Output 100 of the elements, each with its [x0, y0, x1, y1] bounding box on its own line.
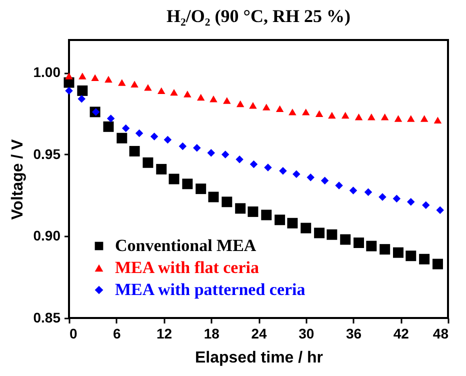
point: [122, 124, 130, 132]
point: [420, 115, 428, 122]
point: [326, 229, 338, 240]
point: [170, 88, 178, 96]
point: [335, 182, 343, 190]
point: [292, 170, 300, 178]
x-tick-label: 30: [298, 326, 314, 342]
y-tick-label: 0.90: [33, 228, 61, 244]
point: [340, 234, 351, 245]
y-axis-title: Voltage / V: [9, 138, 26, 220]
point: [287, 218, 298, 228]
point: [182, 178, 193, 190]
point: [91, 74, 99, 81]
point: [436, 206, 444, 214]
point: [314, 228, 325, 238]
point: [103, 121, 114, 132]
y-tick-label: 0.85: [33, 310, 61, 326]
point: [65, 86, 73, 95]
point: [184, 90, 192, 98]
point: [208, 192, 219, 202]
point: [315, 110, 324, 117]
point: [156, 164, 167, 174]
legend-label: MEA with patterned ceria: [115, 280, 306, 299]
point: [354, 114, 363, 120]
x-tick-label: 6: [112, 326, 121, 342]
point: [235, 203, 246, 214]
point: [364, 188, 372, 196]
point: [407, 115, 415, 122]
point: [142, 157, 154, 168]
point: [378, 193, 386, 201]
point: [116, 132, 128, 144]
point: [380, 244, 390, 255]
legend-label: Conventional MEA: [115, 236, 257, 255]
point: [222, 196, 232, 208]
point: [434, 116, 442, 124]
point: [261, 210, 272, 220]
point: [144, 84, 152, 91]
point: [207, 148, 215, 157]
point: [249, 102, 257, 109]
point: [78, 95, 86, 103]
point: [422, 201, 430, 210]
x-tick-label: 18: [204, 326, 220, 342]
point: [196, 94, 205, 101]
point: [250, 160, 258, 168]
point: [366, 240, 377, 252]
point: [341, 112, 350, 119]
point: [236, 156, 244, 164]
point: [210, 96, 218, 102]
point: [393, 247, 404, 258]
point: [158, 87, 166, 94]
point: [104, 76, 112, 83]
point: [380, 114, 389, 120]
point: [302, 108, 310, 116]
point: [221, 150, 230, 158]
point: [328, 112, 336, 119]
point: [135, 129, 144, 138]
legend-label: MEA with flat ceria: [115, 258, 260, 277]
point: [306, 173, 314, 182]
x-tick-label: 24: [251, 326, 267, 342]
point: [129, 146, 140, 156]
point: [130, 80, 138, 88]
x-tick-label: 48: [432, 326, 449, 342]
point: [65, 72, 73, 80]
x-tick-label: 42: [393, 326, 410, 342]
point: [279, 166, 287, 175]
point: [368, 114, 376, 120]
x-tick-label: 0: [70, 326, 78, 342]
x-tick-label: 12: [156, 326, 172, 342]
point: [236, 100, 244, 108]
point: [276, 105, 284, 112]
point: [262, 104, 270, 110]
point: [168, 174, 180, 184]
point: [274, 214, 286, 226]
chart-title: H₂/O₂ (90 °C, RH 25 %): [166, 6, 350, 26]
point: [320, 176, 329, 185]
point: [248, 206, 258, 217]
point: [150, 132, 158, 140]
point: [407, 198, 415, 206]
point: [193, 144, 201, 152]
point: [164, 136, 172, 144]
point: [406, 250, 416, 262]
point: [106, 114, 115, 122]
point: [419, 254, 430, 264]
point: [349, 186, 358, 194]
point: [223, 97, 231, 104]
point: [178, 142, 187, 150]
y-tick-label: 0.95: [33, 146, 61, 162]
point: [288, 108, 296, 116]
point: [118, 79, 126, 86]
point: [392, 194, 401, 202]
x-axis-title: Elapsed time / hr: [194, 350, 324, 366]
point: [394, 115, 402, 122]
x-tick-label: 36: [346, 326, 362, 342]
point: [78, 72, 86, 80]
point: [77, 85, 88, 96]
y-tick-label: 1.00: [33, 64, 61, 80]
point: [432, 258, 443, 270]
point: [196, 184, 206, 194]
point: [354, 238, 364, 248]
point: [300, 222, 312, 234]
